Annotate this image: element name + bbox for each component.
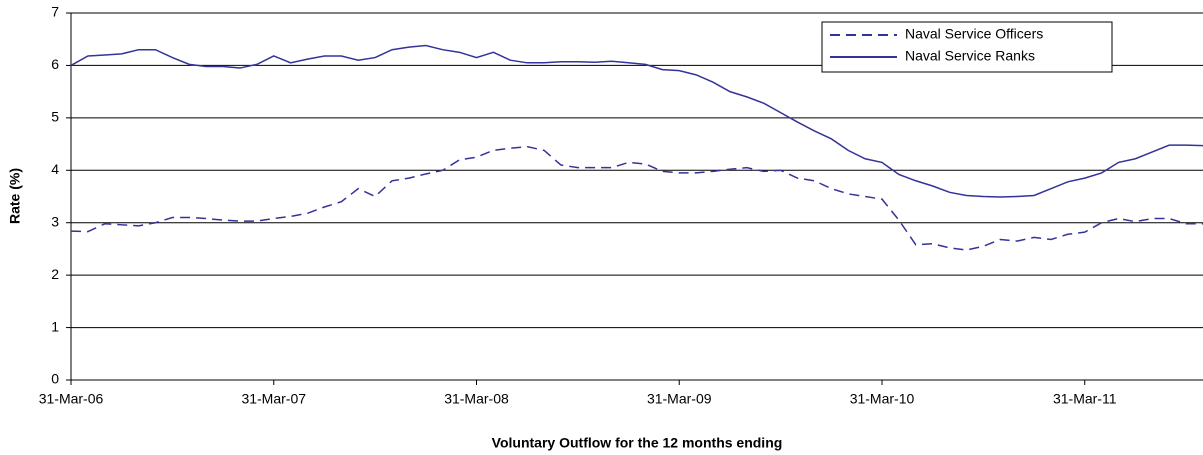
series-line <box>70 145 1203 251</box>
legend-label: Naval Service Ranks <box>905 48 1035 64</box>
y-tick-label: 2 <box>51 266 59 282</box>
y-tick-label: 4 <box>51 161 59 177</box>
legend-label: Naval Service Officers <box>905 26 1043 42</box>
y-tick-label: 1 <box>51 318 59 334</box>
y-tick-label: 0 <box>51 371 59 387</box>
y-tick-label: 6 <box>51 56 59 72</box>
series-line <box>70 44 1203 198</box>
x-tick-label: 31-Mar-08 <box>444 391 509 407</box>
x-tick-label: 31-Mar-10 <box>850 391 915 407</box>
x-tick-label: 31-Mar-07 <box>241 391 306 407</box>
x-tick-label: 31-Mar-09 <box>647 391 712 407</box>
x-tick-label: 31-Mar-11 <box>1053 391 1117 407</box>
y-tick-label: 7 <box>51 4 59 20</box>
x-axis-label: Voluntary Outflow for the 12 months endi… <box>492 435 783 451</box>
y-axis-label: Rate (%) <box>7 168 23 224</box>
x-tick-label: 31-Mar-06 <box>39 391 104 407</box>
legend-box <box>821 21 1113 73</box>
y-tick-label: 3 <box>51 213 59 229</box>
y-tick-label: 5 <box>51 109 59 125</box>
